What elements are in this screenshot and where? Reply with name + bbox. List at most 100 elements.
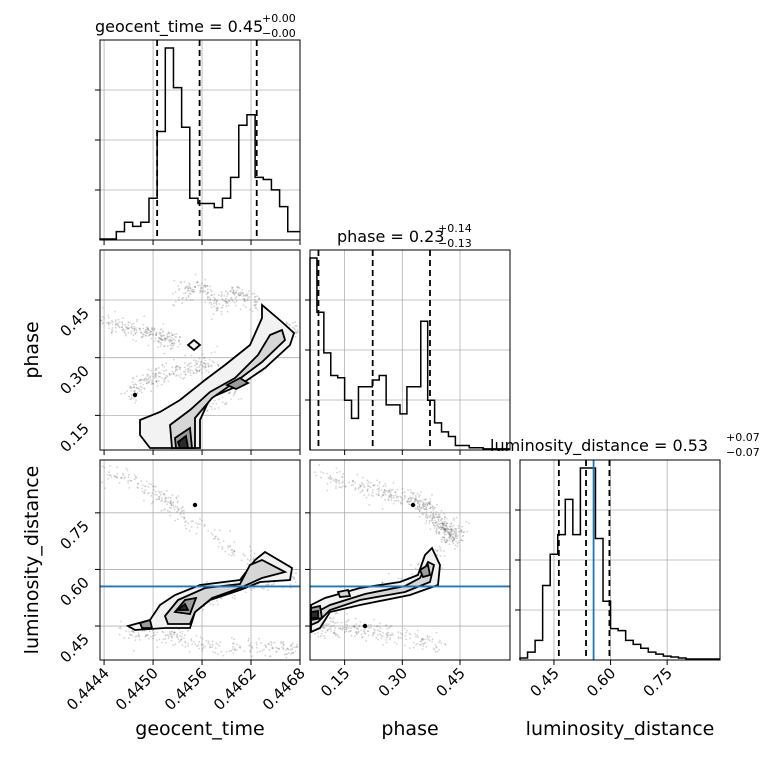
sample-point — [409, 637, 412, 640]
sample-point — [170, 633, 173, 636]
sample-point — [140, 378, 143, 381]
sample-point — [166, 333, 169, 336]
sample-point — [205, 639, 208, 642]
sample-point — [382, 491, 385, 494]
sample-point — [437, 516, 439, 518]
sample-point — [144, 331, 147, 334]
sample-point — [208, 646, 211, 649]
sample-point — [246, 562, 249, 565]
sample-point — [249, 649, 252, 652]
sample-point — [195, 361, 197, 363]
sample-point — [296, 643, 298, 646]
sample-point — [432, 517, 435, 519]
sample-point — [455, 530, 458, 533]
sample-point — [448, 529, 451, 531]
sample-point — [206, 292, 209, 295]
sample-point — [184, 524, 187, 527]
sample-point — [389, 634, 391, 636]
sample-point — [220, 313, 223, 316]
sample-point — [272, 647, 274, 650]
sample-point — [165, 362, 168, 365]
sample-point — [198, 357, 201, 360]
sample-point — [213, 302, 215, 305]
sample-point — [426, 635, 429, 637]
sample-point — [285, 321, 288, 323]
sample-point — [148, 492, 151, 494]
sample-point — [329, 625, 332, 628]
sample-point — [334, 622, 337, 624]
sample-point — [449, 533, 452, 536]
density-contour — [176, 434, 190, 449]
sample-point — [181, 644, 184, 647]
sample-point — [176, 636, 179, 639]
density-peak — [132, 392, 138, 398]
sample-point — [116, 472, 119, 475]
sample-point — [443, 539, 446, 542]
sample-point — [147, 492, 149, 495]
sample-point — [121, 317, 124, 320]
sample-point — [147, 327, 150, 330]
sample-point — [134, 332, 137, 335]
sample-point — [361, 636, 364, 639]
sample-point — [196, 371, 199, 373]
sample-point — [164, 499, 167, 502]
sample-point — [160, 334, 163, 337]
sample-point — [334, 626, 337, 629]
sample-point — [241, 289, 244, 291]
sample-point — [154, 491, 157, 493]
sample-point — [225, 302, 228, 305]
sample-point — [127, 481, 129, 484]
sample-point — [199, 517, 201, 520]
sample-point — [414, 567, 417, 570]
sample-point — [422, 502, 425, 504]
panel-luminosity-distance-vs-phase: 0.15 0.30 0.45 — [305, 459, 511, 700]
sample-point — [171, 504, 173, 506]
density-contour — [310, 546, 441, 634]
sample-point — [232, 291, 235, 294]
sample-point — [428, 639, 431, 642]
sample-point — [366, 489, 369, 492]
sample-point — [433, 514, 435, 517]
sample-point — [177, 509, 180, 512]
sample-point — [267, 583, 270, 586]
sample-point — [120, 477, 123, 479]
sample-point — [442, 526, 445, 529]
sample-point — [174, 643, 177, 646]
sample-point — [156, 631, 159, 634]
sample-point — [291, 648, 293, 651]
sample-point — [347, 620, 349, 622]
sample-point — [225, 300, 228, 303]
title-luminosity-distance-upper: +0.07 — [726, 431, 760, 444]
sample-point — [389, 637, 392, 639]
sample-point — [170, 506, 172, 509]
sample-point — [410, 497, 412, 500]
sample-point — [160, 337, 162, 340]
sample-point — [387, 497, 390, 500]
sample-point — [115, 476, 117, 478]
sample-point — [174, 631, 176, 634]
sample-point — [187, 296, 190, 298]
sample-point — [211, 294, 213, 297]
sample-point — [163, 500, 166, 503]
sample-point — [366, 488, 369, 491]
sample-point — [447, 528, 450, 530]
sample-point — [218, 303, 221, 305]
sample-point — [228, 553, 230, 556]
sample-point — [245, 294, 247, 296]
sample-point — [207, 363, 210, 366]
sample-point — [434, 513, 437, 516]
sample-point — [208, 358, 211, 361]
sample-point — [282, 643, 285, 646]
sample-point — [163, 378, 166, 380]
sample-point — [150, 379, 153, 382]
sample-point — [337, 480, 340, 483]
sample-point — [167, 331, 170, 334]
sample-point — [201, 353, 204, 355]
sample-point — [121, 326, 123, 328]
sample-point — [220, 310, 223, 313]
sample-point — [213, 299, 216, 301]
sample-point — [441, 526, 443, 529]
sample-point — [253, 292, 256, 295]
sample-point — [360, 484, 363, 487]
sample-point — [435, 646, 438, 649]
